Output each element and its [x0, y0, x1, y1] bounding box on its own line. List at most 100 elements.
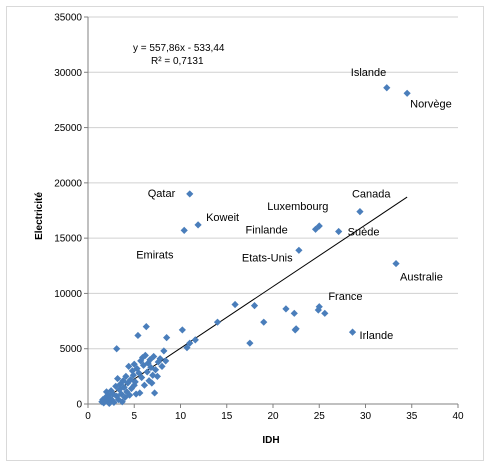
data-point-labeled: [335, 227, 343, 236]
data-point: [250, 301, 259, 310]
data-point: [107, 387, 115, 395]
y-tick-label: 25000: [54, 123, 82, 134]
data-point: [183, 344, 191, 352]
x-tick-label: 25: [314, 411, 326, 422]
point-label: Qatar: [148, 188, 176, 200]
point-label: Norvège: [410, 98, 452, 110]
data-point: [150, 352, 158, 361]
y-axis-title: Electricité: [34, 192, 45, 240]
y-tick-label: 0: [76, 400, 82, 411]
data-point: [126, 391, 134, 399]
scatter-chart: 0 5000 10000 15000 20000 25000 30000 35000 0 5 10 1…: [34, 13, 464, 447]
y-tick-label: 15000: [54, 234, 82, 245]
data-point: [132, 390, 140, 398]
data-point-labeled: [348, 328, 357, 336]
data-point: [163, 334, 171, 342]
data-point: [191, 336, 199, 344]
x-tick-label: 40: [452, 411, 464, 422]
data-point: [110, 398, 118, 406]
data-point: [122, 372, 130, 380]
data-point: [246, 339, 254, 347]
data-point: [124, 379, 132, 387]
data-point: [143, 368, 151, 376]
data-point: [156, 355, 164, 363]
data-point: [126, 376, 135, 384]
data-point: [141, 351, 149, 359]
trendline-equation: y = 557,86x - 533,44: [133, 43, 225, 54]
data-point: [114, 374, 122, 383]
data-point: [260, 318, 268, 326]
data-point: [129, 371, 137, 379]
point-label: Emirats: [136, 249, 174, 261]
data-point-labeled: [383, 84, 391, 92]
data-point: [135, 369, 143, 377]
data-point: [112, 382, 120, 390]
data-point: [149, 371, 157, 379]
data-point-labeled: [311, 225, 320, 233]
data-point: [130, 360, 138, 368]
point-label: Etats-Unis: [242, 252, 293, 264]
x-tick-label: 20: [267, 411, 279, 422]
data-point-labeled: [392, 259, 400, 268]
point-label: Finlande: [246, 224, 288, 236]
trendline-r2: R² = 0,7131: [151, 56, 204, 67]
data-point: [231, 300, 239, 309]
data-point: [136, 389, 144, 397]
data-point: [292, 325, 300, 333]
point-label: France: [328, 291, 362, 303]
y-tick-label: 30000: [54, 68, 82, 79]
data-point: [148, 379, 156, 387]
data-point: [213, 318, 222, 326]
data-points: [98, 84, 411, 408]
data-point-labeled: [180, 226, 188, 235]
data-point: [131, 378, 139, 386]
data-point: [151, 389, 159, 397]
data-point: [321, 309, 329, 317]
data-point-labeled: [194, 221, 202, 229]
x-tick-label: 5: [131, 411, 137, 422]
data-point: [130, 381, 138, 389]
data-point-labeled: [295, 246, 303, 254]
data-point: [186, 339, 194, 347]
data-point: [160, 347, 168, 355]
data-point: [138, 373, 146, 382]
point-labels: Islande Norvège Qatar Koweit Emirats Luxembou…: [136, 67, 452, 342]
x-tick-label: 10: [175, 411, 187, 422]
data-point: [102, 388, 111, 396]
data-point: [290, 309, 298, 317]
y-tick-label: 35000: [54, 13, 82, 24]
data-point: [119, 377, 127, 385]
grid-lines: [88, 16, 458, 350]
data-point: [134, 331, 142, 340]
data-point: [120, 383, 128, 392]
data-point-labeled: [314, 306, 322, 314]
tick-labels: 0 5000 10000 15000 20000 25000 30000 35000 0 5 10 1…: [54, 13, 464, 423]
data-point: [125, 362, 133, 371]
data-point: [116, 380, 124, 388]
x-tick-label: 15: [221, 411, 233, 422]
point-label: Suède: [348, 227, 380, 239]
data-point-labeled: [403, 89, 411, 97]
data-point: [142, 323, 150, 331]
x-tick-label: 35: [406, 411, 418, 422]
chart-frame: 0 5000 10000 15000 20000 25000 30000 35000 0 5 10 1…: [6, 6, 484, 461]
x-tick-label: 0: [85, 411, 91, 422]
x-axis-title: IDH: [262, 435, 279, 446]
point-label: Koweit: [206, 212, 239, 224]
data-point-labeled: [356, 208, 364, 216]
point-label: Canada: [352, 189, 391, 201]
x-tick-label: 30: [360, 411, 372, 422]
data-point: [282, 305, 290, 313]
point-label: Islande: [351, 67, 386, 79]
point-label: Irlande: [360, 330, 394, 342]
data-point: [140, 381, 149, 389]
axes: [84, 16, 459, 408]
data-point: [158, 362, 166, 371]
data-point: [151, 366, 160, 374]
y-tick-label: 5000: [60, 344, 83, 355]
data-point: [178, 326, 186, 334]
point-label: Luxembourg: [267, 201, 328, 213]
data-point: [162, 357, 170, 365]
y-tick-label: 20000: [54, 178, 82, 189]
data-point: [113, 345, 121, 353]
